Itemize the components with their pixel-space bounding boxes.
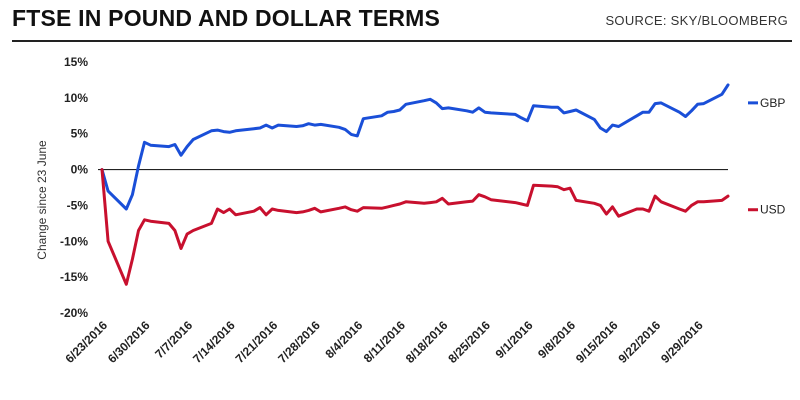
source-credit: SOURCE: SKY/BLOOMBERG [605, 13, 788, 28]
y-tick-label: 5% [71, 127, 89, 141]
y-axis-ticks: 15% 10% 5% 0% -5% -10% -15% -20% [60, 55, 88, 320]
x-tick-label: 8/18/2016 [403, 318, 451, 366]
y-tick-label: -5% [67, 198, 89, 212]
x-tick-label: 7/7/2016 [152, 318, 195, 361]
y-tick-label: -20% [60, 306, 88, 320]
x-tick-label: 9/29/2016 [658, 318, 706, 366]
legend-label-usd: USD [760, 203, 786, 217]
x-tick-label: 7/21/2016 [233, 318, 281, 366]
title-divider [12, 40, 792, 42]
x-tick-label: 8/25/2016 [445, 318, 493, 366]
y-tick-label: 15% [64, 55, 88, 69]
y-tick-label: -15% [60, 270, 88, 284]
x-tick-label: 6/23/2016 [62, 318, 110, 366]
x-tick-label: 9/15/2016 [573, 318, 621, 366]
series-line-gbp [100, 83, 730, 211]
x-tick-label: 7/28/2016 [275, 318, 323, 366]
y-axis-label: Change since 23 June [35, 140, 49, 260]
y-tick-label: 0% [71, 163, 89, 177]
series-line-usd [100, 168, 730, 286]
legend: GBP USD [748, 96, 786, 217]
y-tick-label: -10% [60, 234, 88, 248]
x-tick-label: 9/22/2016 [616, 318, 664, 366]
x-tick-label: 8/4/2016 [322, 318, 365, 361]
x-tick-label: 8/11/2016 [361, 318, 408, 365]
x-tick-label: 9/8/2016 [535, 318, 578, 361]
x-tick-label: 6/30/2016 [105, 318, 153, 366]
series-layer [100, 83, 730, 286]
x-tick-label: 7/14/2016 [190, 318, 238, 366]
legend-label-gbp: GBP [760, 96, 785, 110]
y-tick-label: 10% [64, 91, 88, 105]
page-title: FTSE IN POUND AND DOLLAR TERMS [12, 5, 441, 31]
x-tick-label: 9/1/2016 [493, 318, 536, 361]
